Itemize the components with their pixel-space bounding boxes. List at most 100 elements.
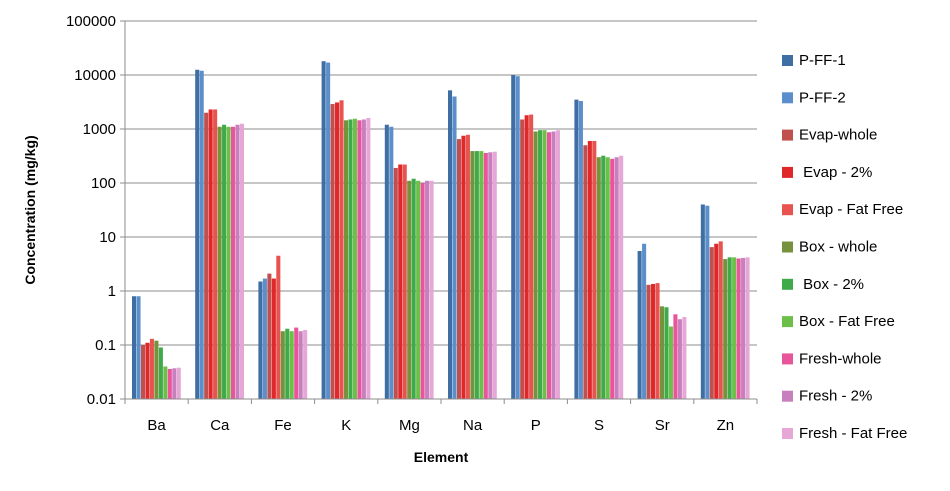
bar bbox=[700, 204, 705, 399]
bar bbox=[655, 283, 660, 399]
bar bbox=[529, 114, 534, 399]
bar bbox=[321, 61, 326, 400]
y-tick-label: 100000 bbox=[66, 13, 116, 30]
legend-item: P-FF-1 bbox=[782, 52, 846, 69]
legend-item: Box - 2% bbox=[782, 276, 864, 293]
legend-item: Evap - 2% bbox=[782, 164, 872, 181]
x-tick-label: Mg bbox=[399, 417, 420, 434]
y-tick-label: 1000 bbox=[83, 121, 116, 138]
legend-label: Box - 2% bbox=[799, 276, 864, 293]
bar bbox=[524, 115, 529, 400]
bar bbox=[682, 317, 687, 399]
x-tick-label: Na bbox=[463, 417, 483, 434]
bar bbox=[614, 157, 619, 399]
bar bbox=[470, 151, 475, 399]
bar bbox=[546, 132, 552, 399]
bar bbox=[258, 281, 263, 399]
bar bbox=[235, 124, 240, 399]
legend-swatch bbox=[782, 129, 793, 141]
bar bbox=[727, 257, 732, 399]
x-tick-label: K bbox=[341, 417, 351, 434]
legend-item: P-FF-2 bbox=[782, 89, 846, 106]
bar bbox=[393, 167, 398, 399]
bar bbox=[208, 109, 213, 399]
bar bbox=[745, 257, 750, 399]
legend-label: Box - Fat Free bbox=[799, 313, 895, 330]
bar bbox=[574, 99, 579, 399]
bar bbox=[402, 164, 407, 399]
bar bbox=[520, 119, 525, 399]
legend-label: Fresh-whole bbox=[799, 350, 882, 367]
bar bbox=[429, 180, 434, 399]
bar bbox=[226, 126, 231, 399]
x-tick-label: Ba bbox=[147, 417, 166, 434]
y-tick-label: 0.1 bbox=[95, 337, 116, 354]
legend-label: Evap - 2% bbox=[799, 164, 872, 181]
bar bbox=[158, 347, 163, 399]
legend-swatch bbox=[782, 166, 793, 178]
bar bbox=[276, 255, 281, 399]
bar bbox=[407, 180, 412, 399]
legend: P-FF-1 P-FF-2 Evap-whole Evap - 2% Evap - F… bbox=[782, 52, 907, 442]
legend-label: P-FF-2 bbox=[799, 89, 846, 106]
bar bbox=[199, 70, 204, 399]
bar bbox=[298, 331, 303, 399]
bar bbox=[195, 69, 200, 400]
bar bbox=[267, 273, 272, 399]
bar bbox=[339, 100, 344, 399]
bar bbox=[425, 180, 430, 399]
x-tick-label: Zn bbox=[717, 417, 735, 434]
y-tick-label: 0.01 bbox=[87, 391, 116, 408]
bar bbox=[488, 152, 493, 399]
bar bbox=[646, 284, 651, 399]
bar bbox=[326, 62, 331, 400]
bar bbox=[136, 296, 141, 399]
bar bbox=[167, 368, 172, 399]
bar bbox=[587, 140, 592, 399]
bar bbox=[230, 126, 236, 399]
bar bbox=[330, 104, 335, 399]
bar bbox=[677, 319, 682, 399]
bar bbox=[154, 340, 159, 399]
bar bbox=[515, 76, 520, 399]
bar bbox=[145, 342, 150, 399]
y-tick-label: 1 bbox=[108, 283, 116, 300]
legend-swatch bbox=[782, 241, 793, 253]
legend-item: Fresh-whole bbox=[782, 350, 882, 367]
legend-label: Evap-whole bbox=[799, 127, 877, 144]
bar bbox=[723, 259, 728, 399]
legend-item: Box - whole bbox=[782, 239, 877, 256]
bar bbox=[361, 119, 366, 399]
bar bbox=[664, 307, 669, 399]
bar bbox=[610, 158, 615, 399]
bar bbox=[456, 139, 462, 400]
y-tick-label: 10000 bbox=[74, 67, 116, 84]
bar bbox=[668, 326, 673, 399]
bar bbox=[511, 75, 516, 399]
bar bbox=[285, 328, 290, 399]
legend-swatch bbox=[782, 204, 793, 216]
bar bbox=[583, 145, 588, 399]
legend-item: Fresh - Fat Free bbox=[782, 425, 907, 442]
bar bbox=[389, 126, 394, 399]
bar bbox=[483, 152, 488, 399]
bar bbox=[271, 278, 276, 399]
bar bbox=[335, 102, 340, 400]
bar bbox=[637, 251, 642, 399]
bar bbox=[348, 119, 353, 399]
bar bbox=[533, 131, 538, 400]
bar bbox=[204, 112, 209, 399]
bar bbox=[601, 155, 606, 399]
bar bbox=[420, 183, 425, 399]
x-tick-label: Fe bbox=[274, 417, 292, 434]
bar bbox=[217, 126, 222, 399]
bar bbox=[551, 131, 556, 400]
x-tick-label: S bbox=[594, 417, 604, 434]
bar bbox=[398, 164, 403, 399]
legend-item: Evap - Fat Free bbox=[782, 201, 903, 218]
bar bbox=[343, 120, 349, 399]
bar bbox=[461, 135, 466, 399]
bar bbox=[303, 329, 308, 399]
bar bbox=[578, 101, 583, 399]
bar bbox=[222, 124, 227, 399]
